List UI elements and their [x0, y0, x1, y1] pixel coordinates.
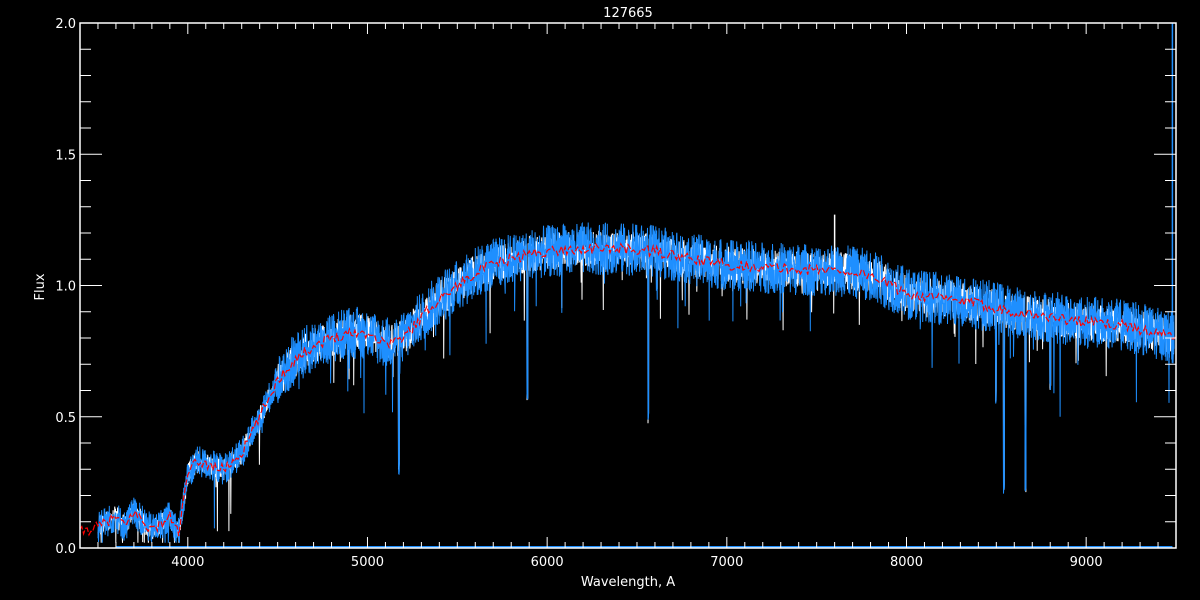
y-tick-label: 1.0: [55, 280, 76, 295]
chart-title: 127665: [603, 6, 653, 21]
y-tick-label: 1.5: [55, 148, 76, 163]
x-tick-label: 4000: [171, 555, 204, 570]
axes-frame: [79, 22, 1177, 549]
y-tick-label: 0.0: [55, 542, 76, 557]
x-tick-label: 9000: [1070, 555, 1103, 570]
x-tick-label: 8000: [890, 555, 923, 570]
x-axis-label: Wavelength, A: [581, 575, 675, 590]
observed-spectrum-line: [97, 230, 1175, 543]
plot-area: [79, 23, 1177, 548]
x-tick-label: 6000: [531, 555, 564, 570]
x-tick-label: 5000: [351, 555, 384, 570]
axes: 4000 5000 6000 7000 8000 9000 0.0 0.5 1.0 1.5 2.0: [55, 17, 1177, 570]
smoothed-continuum-line: [79, 242, 1177, 537]
model-spectrum-line: [97, 221, 1175, 543]
y-tick-label: 0.5: [55, 411, 76, 426]
y-axis-label: Flux: [33, 273, 48, 300]
x-tick-label: 7000: [710, 555, 743, 570]
y-tick-label: 2.0: [55, 17, 76, 32]
